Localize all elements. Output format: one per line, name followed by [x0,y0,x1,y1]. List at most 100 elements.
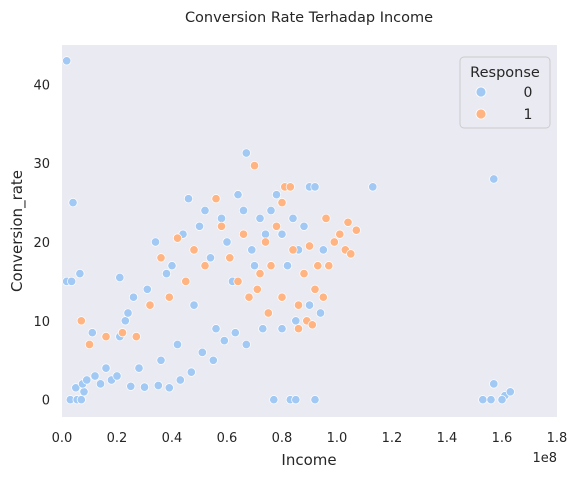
data-point-series-0 [151,238,159,246]
data-point-series-0 [190,301,198,309]
x-tick-label: 0.4 [162,431,183,446]
x-tick-label: 1.8 [547,431,568,446]
y-axis-ticks: 0 10 20 30 40 [33,78,50,408]
data-point-series-0 [198,348,206,356]
data-point-series-0 [242,340,250,348]
data-point-series-1 [278,198,286,206]
legend-marker-0 [476,87,486,97]
data-point-series-0 [96,380,104,388]
data-point-series-1 [272,222,280,230]
legend: Response 0 1 [460,57,550,128]
data-point-series-0 [283,262,291,270]
data-point-series-0 [272,191,280,199]
data-point-series-0 [195,222,203,230]
data-point-series-1 [305,242,313,250]
data-point-series-0 [168,262,176,270]
data-point-series-1 [278,293,286,301]
data-point-series-1 [289,246,297,254]
data-point-series-0 [165,384,173,392]
data-point-series-0 [157,356,165,364]
data-point-series-1 [330,238,338,246]
data-point-series-0 [278,230,286,238]
data-point-series-1 [157,254,165,262]
data-point-series-1 [132,332,140,340]
data-point-series-0 [292,317,300,325]
data-point-series-0 [498,396,506,404]
data-point-series-1 [256,269,264,277]
data-point-series-0 [292,396,300,404]
data-point-series-0 [121,317,129,325]
data-point-series-1 [212,195,220,203]
data-point-series-1 [264,309,272,317]
x-axis-ticks: 0.0 0.2 0.4 0.6 0.8 1.0 1.2 1.4 1.6 1.8 [52,431,568,446]
data-point-series-1 [267,262,275,270]
x-tick-label: 0.8 [272,431,293,446]
data-point-series-1 [245,293,253,301]
data-point-series-0 [184,195,192,203]
data-point-series-0 [217,214,225,222]
data-point-series-0 [135,364,143,372]
x-tick-label: 0.2 [107,431,128,446]
data-point-series-0 [256,214,264,222]
data-point-series-0 [506,388,514,396]
data-point-series-0 [250,262,258,270]
data-point-series-0 [154,381,162,389]
data-point-series-0 [209,356,217,364]
legend-label-0: 0 [524,85,533,101]
data-point-series-0 [206,254,214,262]
x-tick-label: 0.0 [52,431,73,446]
data-point-series-1 [311,285,319,293]
data-point-series-0 [490,175,498,183]
data-point-series-0 [176,376,184,384]
data-point-series-0 [270,396,278,404]
data-point-series-1 [300,269,308,277]
data-point-series-0 [319,246,327,254]
data-point-series-0 [487,396,495,404]
data-point-series-0 [259,325,267,333]
x-tick-label: 1.6 [492,431,513,446]
data-point-series-1 [201,262,209,270]
y-axis-label: Conversion_rate [8,170,27,292]
data-point-series-0 [231,329,239,337]
data-point-series-1 [319,293,327,301]
data-point-series-0 [289,214,297,222]
legend-marker-1 [476,109,486,119]
data-point-series-0 [77,396,85,404]
data-point-series-0 [369,183,377,191]
data-point-series-0 [76,269,84,277]
data-point-series-1 [286,183,294,191]
data-point-series-0 [239,206,247,214]
x-tick-label: 1.4 [437,431,458,446]
data-point-series-1 [322,214,330,222]
y-tick-label: 30 [33,157,50,172]
data-point-series-1 [308,321,316,329]
data-point-series-1 [253,285,261,293]
data-point-series-1 [102,332,110,340]
data-point-series-1 [173,234,181,242]
y-tick-label: 10 [33,315,50,330]
data-point-series-0 [201,206,209,214]
data-point-series-0 [173,340,181,348]
data-point-series-1 [182,277,190,285]
data-point-series-0 [311,183,319,191]
data-point-series-0 [102,364,110,372]
data-point-series-1 [344,218,352,226]
data-point-series-1 [314,262,322,270]
data-point-series-0 [91,372,99,380]
data-point-series-0 [88,329,96,337]
data-point-series-0 [212,325,220,333]
y-tick-label: 20 [33,236,50,251]
legend-label-1: 1 [524,107,533,123]
data-point-series-1 [77,317,85,325]
data-point-series-1 [294,301,302,309]
data-point-series-1 [239,230,247,238]
data-point-series-0 [311,396,319,404]
data-point-series-0 [234,191,242,199]
data-point-series-0 [479,396,487,404]
data-point-series-0 [140,383,148,391]
data-point-series-0 [305,301,313,309]
data-point-series-1 [294,325,302,333]
data-point-series-0 [83,376,91,384]
